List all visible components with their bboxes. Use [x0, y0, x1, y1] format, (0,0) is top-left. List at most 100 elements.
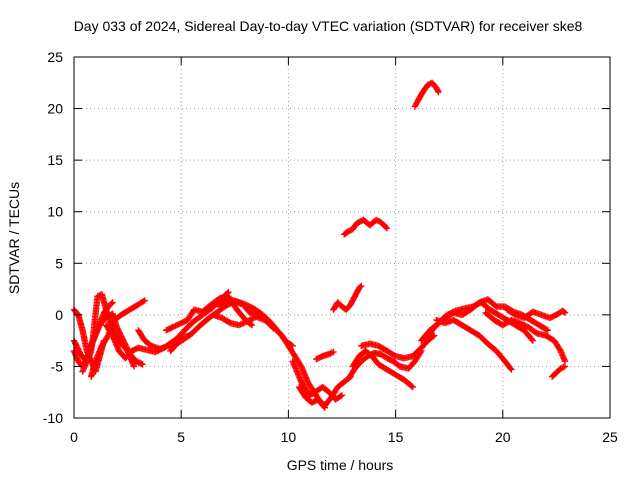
data-point [243, 302, 251, 309]
series-track-k [289, 358, 346, 403]
data-point [373, 216, 380, 224]
data-point [516, 319, 524, 327]
data-point [141, 297, 148, 304]
series-track-y [548, 363, 569, 380]
series-track-z [70, 299, 116, 370]
data-point [543, 326, 550, 333]
data-point [434, 87, 441, 94]
y-tick-label: -10 [43, 410, 63, 426]
y-tick-label: 10 [47, 204, 63, 220]
data-point [225, 300, 233, 308]
data-point [245, 302, 252, 310]
data-point [383, 225, 391, 232]
data-point [357, 283, 364, 291]
data-point [250, 315, 257, 322]
x-tick-label: 25 [602, 429, 618, 445]
data-point [557, 365, 564, 372]
series-track-p [358, 332, 438, 362]
series-track-v [433, 316, 515, 373]
data-point [507, 365, 514, 372]
data-point [238, 320, 246, 327]
y-tick-label: -5 [51, 358, 64, 374]
data-point [345, 228, 352, 235]
data-point [243, 318, 250, 325]
y-tick-label: 15 [47, 152, 63, 168]
data-point [337, 392, 344, 400]
series-track-r [340, 216, 391, 238]
grid-lines [74, 57, 610, 418]
data-point [248, 304, 255, 311]
data-point [248, 321, 256, 329]
data-point [519, 321, 527, 328]
x-tick-label: 20 [495, 429, 511, 445]
data-point [561, 363, 569, 370]
series-track-s [411, 79, 442, 110]
data-point [130, 363, 138, 370]
data-point [560, 308, 568, 315]
x-tick-label: 0 [70, 429, 78, 445]
y-tick-label: 25 [47, 49, 63, 65]
data-point [172, 322, 179, 330]
data-point [235, 321, 243, 329]
data-point [558, 364, 566, 372]
data-point [246, 303, 254, 310]
data-point [242, 301, 249, 308]
series-track-w [482, 309, 569, 365]
data-point [338, 392, 346, 399]
data-point [561, 309, 569, 316]
x-tick-label: 15 [388, 429, 404, 445]
y-tick-label: 0 [55, 307, 63, 323]
x-tick-label: 10 [281, 429, 297, 445]
y-tick-label: 5 [55, 255, 63, 271]
data-point [240, 319, 247, 327]
data-point [435, 88, 442, 96]
data-point [424, 81, 431, 89]
series-track-q [330, 282, 365, 313]
data-point [170, 323, 178, 330]
data-point [430, 332, 438, 339]
x-tick-label: 5 [177, 429, 185, 445]
data-point [175, 321, 182, 328]
data-point [409, 383, 416, 391]
chart-title: Day 033 of 2024, Sidereal Day-to-day VTE… [74, 18, 583, 34]
data-point [241, 319, 249, 326]
data-point [408, 382, 415, 390]
data-point [244, 317, 251, 325]
data-point [108, 300, 115, 307]
data-point [237, 321, 244, 328]
series-track-o [349, 347, 416, 391]
tick-labels: 0 5 10 15 20 25 -10 -5 0 5 10 15 20 25 [43, 49, 618, 445]
data-series [70, 79, 569, 411]
data-point [560, 363, 567, 371]
data-point [528, 336, 536, 343]
axes [73, 56, 611, 419]
series-track-m [313, 348, 337, 363]
y-tick-label: 20 [47, 101, 63, 117]
data-point [522, 322, 529, 330]
data-point [529, 337, 537, 344]
data-point [325, 350, 333, 358]
data-point [382, 223, 390, 231]
data-point [94, 293, 101, 300]
series-track-l [295, 373, 354, 409]
x-axis-label: GPS time / hours [287, 457, 394, 473]
data-point [109, 299, 116, 306]
data-point [346, 227, 354, 234]
data-point [358, 282, 365, 290]
data-point [374, 217, 381, 224]
series-track-x [503, 306, 569, 322]
data-point [330, 348, 337, 356]
data-point [247, 316, 254, 323]
data-point [508, 366, 515, 373]
plot-frame [73, 56, 611, 419]
data-point [140, 298, 147, 305]
data-point [248, 315, 256, 323]
data-point [139, 361, 146, 368]
data-point [328, 349, 336, 356]
data-point [521, 321, 528, 329]
series-track-n [345, 347, 425, 383]
data-point [245, 317, 253, 324]
